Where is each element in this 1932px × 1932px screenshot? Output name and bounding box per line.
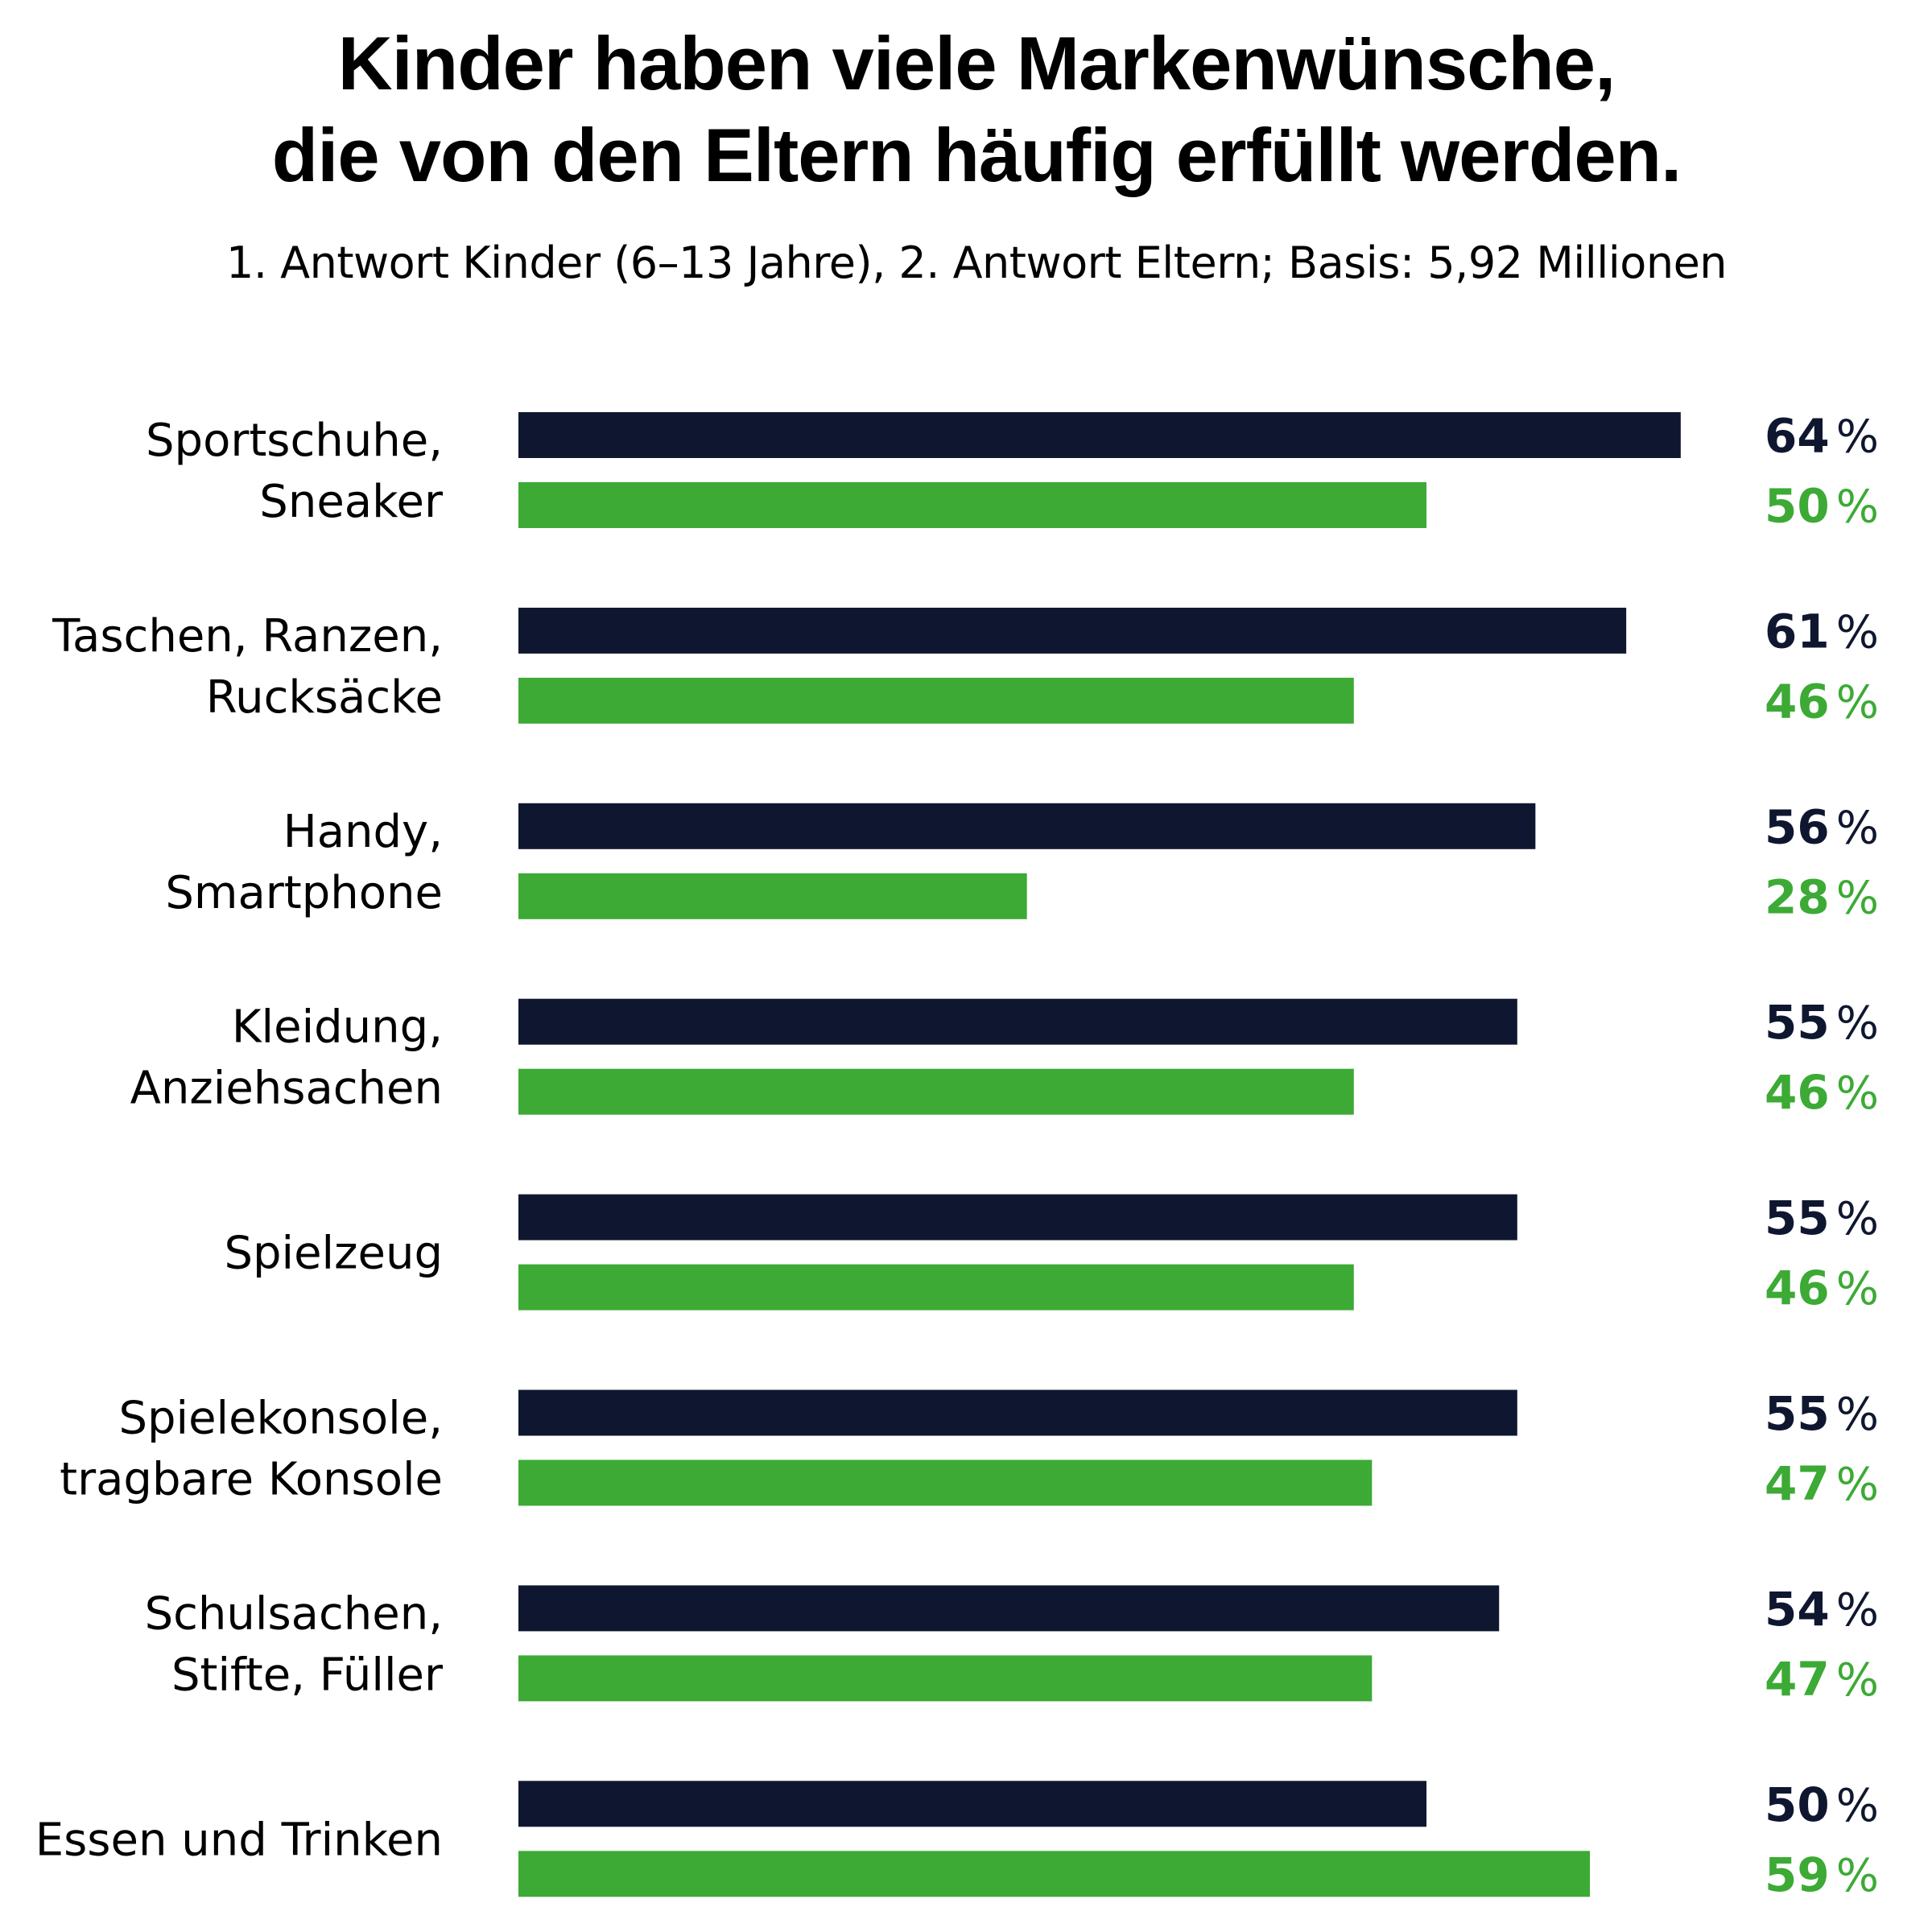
value-label: 55% [1765, 1386, 1879, 1441]
value-label: 59% [1765, 1847, 1879, 1902]
category-label: Sportschuhe, Sneaker [146, 415, 444, 528]
value-unit: % [1836, 1654, 1879, 1707]
category-label-line: Sneaker [259, 476, 444, 528]
value-unit: % [1836, 1459, 1879, 1511]
value-unit: % [1836, 1193, 1879, 1245]
bar-eltern [518, 482, 1426, 528]
value-number: 50 [1765, 1777, 1830, 1832]
value-number: 55 [1765, 1191, 1830, 1245]
category-label: Kleidung, Anziehsachen [130, 1001, 443, 1115]
bar-kinder [518, 1389, 1517, 1436]
value-label: 55% [1765, 1191, 1879, 1245]
value-unit: % [1836, 802, 1879, 854]
category-label: Schulsachen, Stifte, Füller [145, 1587, 444, 1701]
category-label: Taschen, Ranzen, Rucksäcke [52, 610, 443, 724]
value-number: 55 [1765, 1386, 1830, 1441]
category-label-line: Spielzeug [224, 1228, 443, 1280]
bar-kinder [518, 1585, 1500, 1632]
value-label: 28% [1765, 869, 1879, 924]
value-label: 54% [1765, 1582, 1879, 1637]
category-label-line: Stifte, Füller [171, 1649, 444, 1701]
value-unit: % [1836, 1780, 1879, 1832]
category-label: Spielekonsole, tragbare Konsole [60, 1393, 443, 1506]
chart-title-line-1: Kinder haben viele Markenwünsche, [337, 21, 1616, 105]
value-label: 50% [1765, 479, 1879, 534]
value-unit: % [1836, 1263, 1879, 1315]
value-number: 64 [1765, 409, 1830, 464]
bar-eltern [518, 1655, 1373, 1702]
value-label: 61% [1765, 604, 1879, 658]
category-label: Spielzeug [224, 1228, 443, 1280]
value-label: 46% [1765, 1261, 1879, 1315]
value-number: 54 [1765, 1582, 1830, 1637]
bar-kinder [518, 1194, 1517, 1241]
value-unit: % [1836, 606, 1879, 658]
category-label-line: Rucksäcke [206, 671, 443, 724]
bar-eltern [518, 1068, 1354, 1115]
value-unit: % [1836, 1067, 1879, 1120]
bar-eltern [518, 1264, 1354, 1311]
value-number: 50 [1765, 479, 1830, 534]
bar-eltern [518, 1459, 1373, 1506]
value-label: 47% [1765, 1456, 1879, 1511]
value-number: 46 [1765, 1065, 1830, 1120]
bar-kinder [518, 803, 1536, 849]
value-unit: % [1836, 872, 1879, 924]
value-unit: % [1836, 481, 1879, 534]
value-unit: % [1836, 1584, 1879, 1637]
category-label-line: Anziehsachen [130, 1063, 443, 1115]
category-label-line: Schulsachen, [145, 1587, 443, 1640]
value-number: 56 [1765, 799, 1830, 854]
bar-kinder [518, 607, 1627, 654]
value-number: 59 [1765, 1847, 1830, 1902]
bar-eltern [518, 677, 1354, 724]
value-label: 47% [1765, 1652, 1879, 1707]
category-label: Essen und Trinken [35, 1814, 443, 1866]
chart-title: Kinder haben viele Markenwünsche, die vo… [0, 18, 1932, 201]
bar-kinder [518, 998, 1517, 1045]
value-label: 50% [1765, 1777, 1879, 1832]
value-number: 61 [1765, 604, 1830, 658]
value-number: 46 [1765, 1261, 1830, 1315]
category-label-line: tragbare Konsole [60, 1454, 443, 1506]
value-label: 55% [1765, 995, 1879, 1050]
bar-eltern [518, 873, 1027, 919]
category-label-line: Handy, [283, 806, 443, 858]
value-label: 64% [1765, 409, 1879, 464]
category-label-line: Spielekonsole, [118, 1393, 443, 1445]
value-number: 46 [1765, 674, 1830, 729]
value-unit: % [1836, 1850, 1879, 1902]
bar-kinder [518, 412, 1681, 458]
value-number: 28 [1765, 869, 1830, 924]
value-unit: % [1836, 676, 1879, 729]
category-label-line: Smartphone [165, 867, 443, 919]
value-unit: % [1836, 411, 1879, 464]
value-label: 56% [1765, 799, 1879, 854]
value-unit: % [1836, 1389, 1879, 1441]
category-label-line: Essen und Trinken [35, 1814, 443, 1866]
bar-eltern [518, 1851, 1591, 1897]
value-label: 46% [1765, 1065, 1879, 1120]
value-number: 47 [1765, 1456, 1830, 1511]
bar-kinder [518, 1781, 1426, 1827]
value-unit: % [1836, 997, 1879, 1050]
category-label-line: Taschen, Ranzen, [52, 610, 443, 663]
category-label-line: Sportschuhe, [146, 415, 443, 467]
value-number: 47 [1765, 1652, 1830, 1707]
value-number: 55 [1765, 995, 1830, 1050]
category-label: Handy, Smartphone [165, 806, 443, 919]
category-label-line: Kleidung, [232, 1001, 443, 1054]
value-label: 46% [1765, 674, 1879, 729]
chart-title-line-2: die von den Eltern häufig erfüllt werden… [271, 113, 1682, 197]
chart-subtitle: 1. Antwort Kinder (6–13 Jahre), 2. Antwo… [225, 237, 1728, 288]
